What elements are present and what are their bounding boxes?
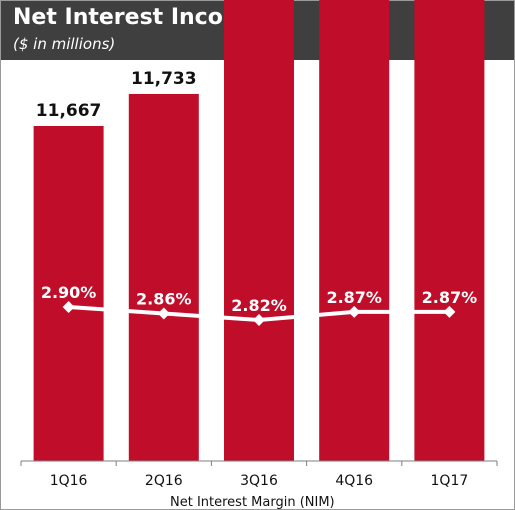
- nim-point-1Q16: [62, 301, 75, 313]
- chart-subtitle: ($ in millions): [13, 35, 116, 53]
- bar-value-label: 11,667: [36, 101, 102, 121]
- nim-point-4Q16: [348, 305, 361, 318]
- bar-1Q17: [414, 0, 485, 461]
- legend-nim-label: Net Interest Margin (NIM): [170, 495, 335, 510]
- nim-point-3Q16: [253, 314, 265, 326]
- nim-value-label: 2.90%: [41, 283, 97, 302]
- chart-title: Net Interest Income: [13, 5, 261, 30]
- x-tick-label: 1Q16: [50, 473, 88, 489]
- x-tick-label: 2Q16: [145, 473, 183, 489]
- x-tick-label: 4Q16: [335, 473, 373, 489]
- nim-value-label: 2.82%: [231, 296, 287, 315]
- nim-point-2Q16: [157, 307, 170, 320]
- x-tick-label: 1Q17: [431, 473, 469, 489]
- bar-4Q16: [319, 0, 390, 462]
- x-tick-label: 3Q16: [240, 473, 278, 489]
- bar-value-label: 11,733: [131, 69, 197, 89]
- bar-2Q16: [128, 93, 199, 461]
- nim-value-label: 2.87%: [422, 288, 478, 307]
- nim-value-label: 2.86%: [136, 290, 192, 309]
- nim-point-1Q17: [443, 305, 456, 318]
- bar-3Q16: [224, 0, 294, 461]
- nim-value-label: 2.87%: [326, 288, 382, 307]
- bar-1Q16: [33, 126, 104, 461]
